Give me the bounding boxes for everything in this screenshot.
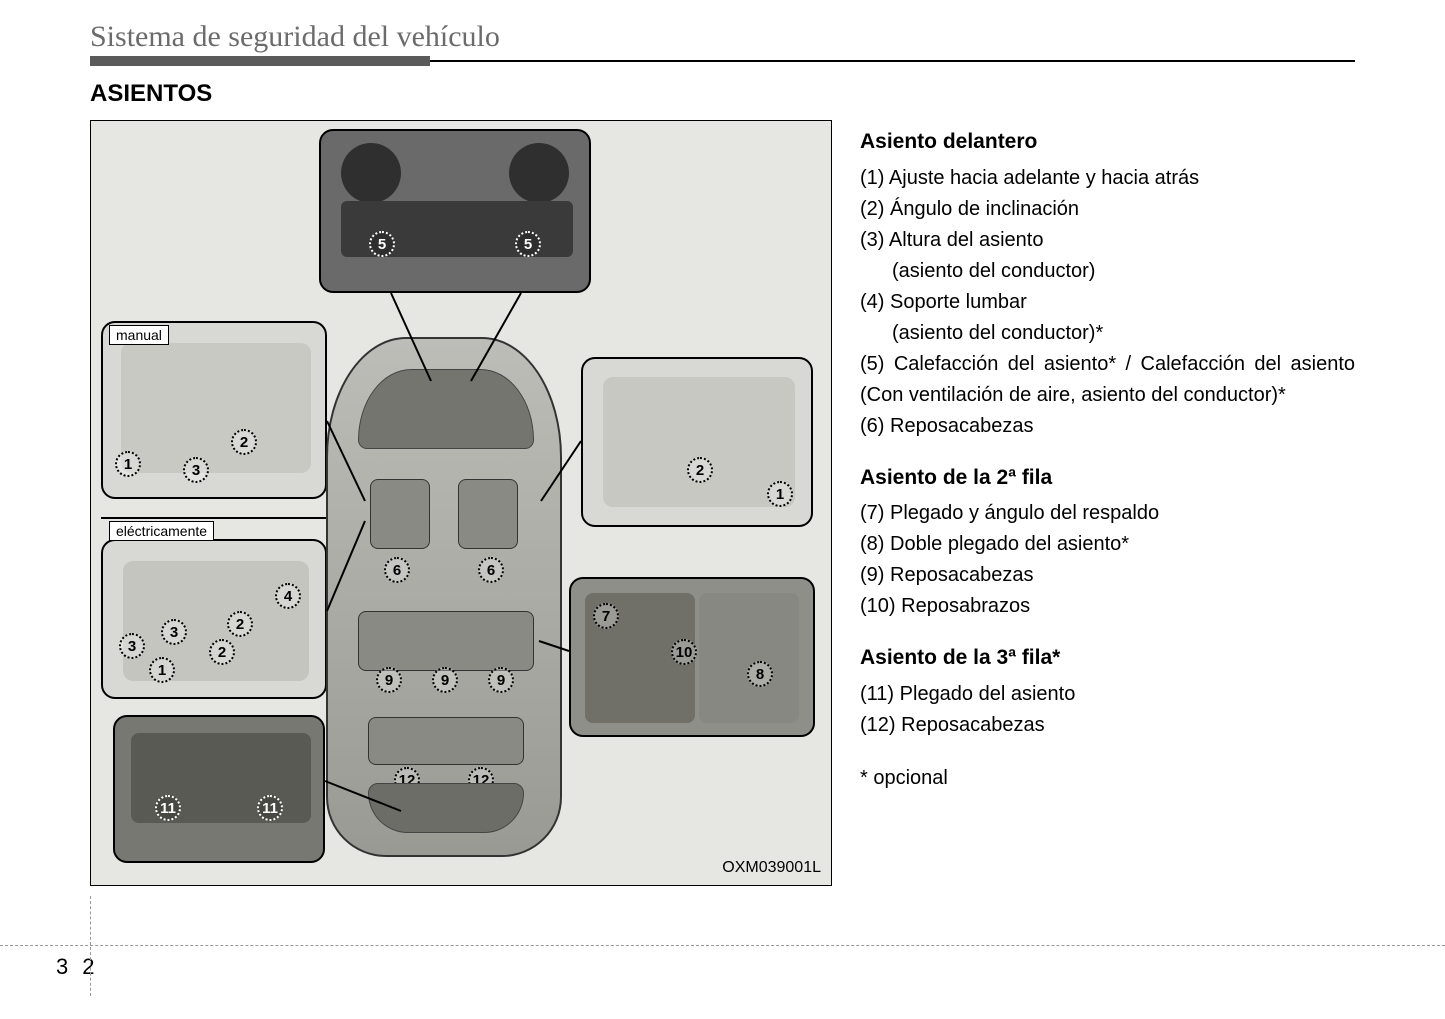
panel-manual-seat: 1 3 2 — [101, 321, 327, 499]
callout-2a: 2 — [231, 429, 257, 455]
callout-1b: 1 — [149, 657, 175, 683]
section-title: ASIENTOS — [90, 80, 1355, 108]
panel-rear-seat: 7 10 8 — [569, 577, 815, 737]
callout-9c: 9 — [488, 667, 514, 693]
list-item: (12) Reposacabezas — [860, 710, 1355, 741]
divider-line — [101, 517, 327, 519]
callout-5b: 5 — [515, 231, 541, 257]
callout-3c: 3 — [161, 619, 187, 645]
list-item: (5) Calefacción del asiento* / Calefacci… — [860, 349, 1355, 411]
callout-6b: 6 — [478, 557, 504, 583]
list-item: (2) Ángulo de inclinación — [860, 194, 1355, 225]
list-item: (1) Ajuste hacia adelante y hacia atrás — [860, 163, 1355, 194]
callout-8: 8 — [747, 661, 773, 687]
callout-5a: 5 — [369, 231, 395, 257]
callout-9a: 9 — [376, 667, 402, 693]
text-column: Asiento delantero (1) Ajuste hacia adela… — [860, 120, 1355, 886]
list-item: (9) Reposacabezas — [860, 560, 1355, 591]
footnote: * opcional — [860, 763, 1355, 794]
callout-6a: 6 — [384, 557, 410, 583]
chapter-num: 3 — [56, 954, 68, 980]
callout-2d: 2 — [687, 457, 713, 483]
page-footer: 3 2 — [0, 945, 1445, 995]
callout-3a: 3 — [183, 457, 209, 483]
list-item-sub: (asiento del conductor)* — [860, 318, 1355, 349]
callout-9b: 9 — [432, 667, 458, 693]
page-container: Sistema de seguridad del vehículo ASIENT… — [0, 0, 1445, 886]
page-number: 3 2 — [56, 954, 95, 980]
callout-10: 10 — [671, 639, 697, 665]
callout-11b: 11 — [257, 795, 283, 821]
list-item: (8) Doble plegado del asiento* — [860, 529, 1355, 560]
front-seat-title: Asiento delantero — [860, 126, 1355, 159]
content-row: 5 5 1 3 2 manual 3 3 1 2 2 4 — [90, 120, 1355, 886]
panel-dashboard: 5 5 — [319, 129, 591, 293]
callout-1c: 1 — [767, 481, 793, 507]
second-row-title: Asiento de la 2ª fila — [860, 462, 1355, 495]
callout-7: 7 — [593, 603, 619, 629]
list-item: (11) Plegado del asiento — [860, 679, 1355, 710]
diagram-code: OXM039001L — [722, 859, 821, 877]
list-item: (7) Plegado y ángulo del respaldo — [860, 498, 1355, 529]
callout-1a: 1 — [115, 451, 141, 477]
panel-electric-seat: 3 3 1 2 2 4 — [101, 539, 327, 699]
list-item: (4) Soporte lumbar — [860, 287, 1355, 318]
list-item-sub: (asiento del conductor) — [860, 256, 1355, 287]
callout-2b: 2 — [209, 639, 235, 665]
panel-trunk: 11 11 — [113, 715, 325, 863]
callout-3b: 3 — [119, 633, 145, 659]
panel-seat-side: 2 1 — [581, 357, 813, 527]
third-row-title: Asiento de la 3ª fila* — [860, 642, 1355, 675]
list-item: (10) Reposabrazos — [860, 591, 1355, 622]
list-item: (3) Altura del asiento — [860, 225, 1355, 256]
label-electric: eléctricamente — [109, 521, 214, 541]
list-item: (6) Reposacabezas — [860, 411, 1355, 442]
header-rule — [90, 60, 1355, 62]
callout-11a: 11 — [155, 795, 181, 821]
callout-2c: 2 — [227, 611, 253, 637]
callout-4: 4 — [275, 583, 301, 609]
label-manual: manual — [109, 325, 169, 345]
vehicle-top-view: 6 6 9 9 9 12 12 — [326, 337, 562, 857]
chapter-title: Sistema de seguridad del vehículo — [90, 20, 1355, 60]
seat-diagram: 5 5 1 3 2 manual 3 3 1 2 2 4 — [90, 120, 832, 886]
page-num-value: 2 — [82, 954, 94, 980]
